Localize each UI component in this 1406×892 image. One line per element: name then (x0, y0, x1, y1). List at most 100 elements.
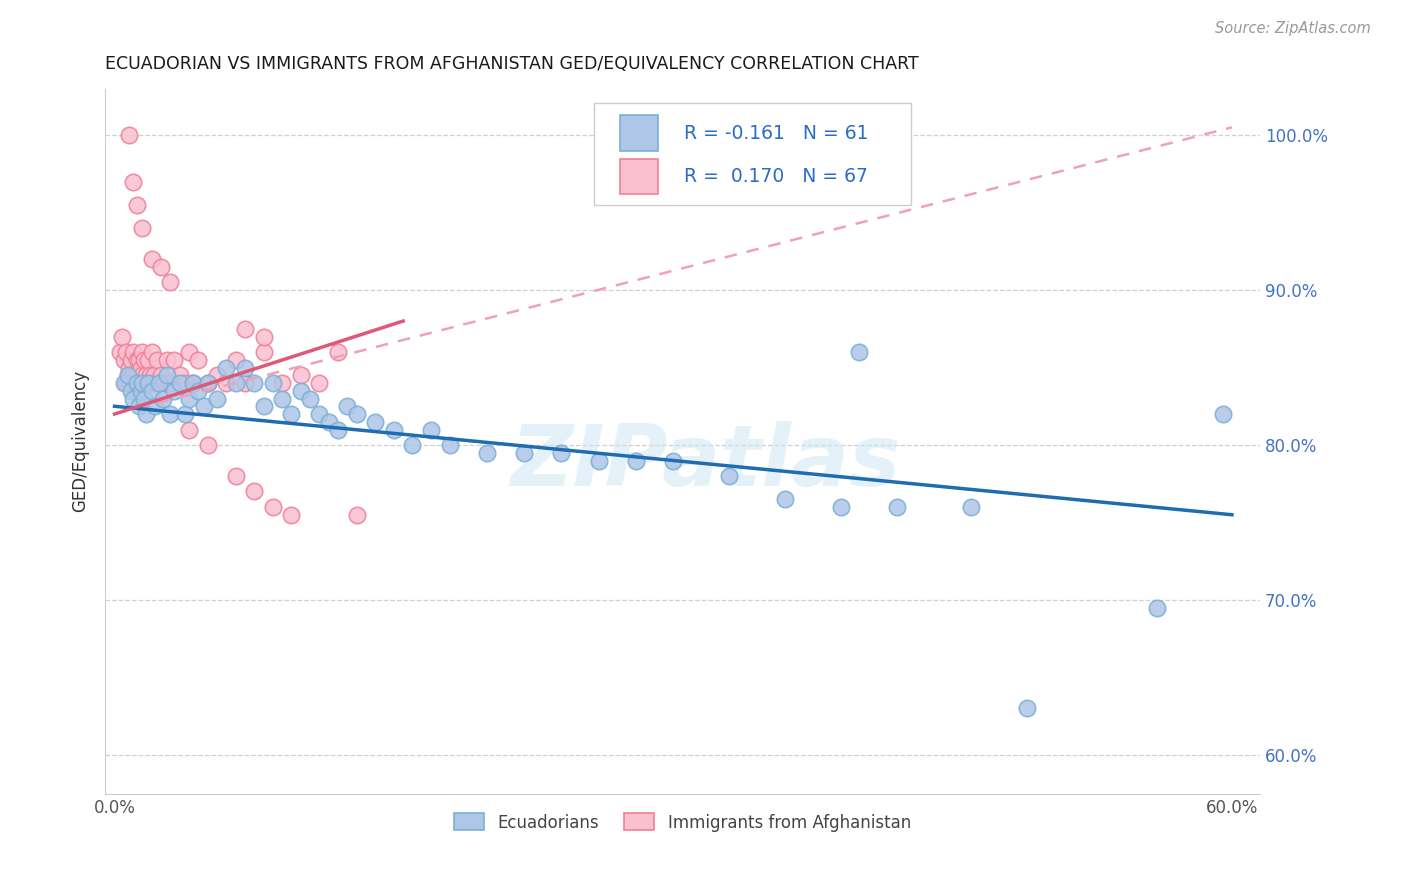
Point (382, 423, 405, 437)
Point (1146, 600, 1168, 615)
Point (252, 345, 274, 359)
Point (135, 407, 157, 421)
Point (117, 368, 139, 383)
Point (205, 368, 228, 383)
Point (346, 508, 368, 522)
Point (114, 345, 136, 359)
FancyBboxPatch shape (593, 103, 911, 205)
Point (262, 500, 284, 514)
Point (177, 345, 200, 359)
Point (125, 368, 148, 383)
Point (225, 376, 247, 390)
Point (225, 352, 247, 367)
Point (215, 376, 238, 390)
Point (181, 376, 204, 390)
Text: ECUADORIAN VS IMMIGRANTS FROM AFGHANISTAN GED/EQUIVALENCY CORRELATION CHART: ECUADORIAN VS IMMIGRANTS FROM AFGHANISTA… (105, 55, 920, 73)
Point (243, 376, 266, 390)
Point (271, 376, 294, 390)
Point (624, 453, 647, 467)
Point (112, 376, 135, 390)
Point (336, 399, 359, 413)
Point (439, 438, 461, 452)
Point (187, 384, 209, 398)
Legend: Ecuadorians, Immigrants from Afghanistan: Ecuadorians, Immigrants from Afghanistan (447, 806, 918, 838)
Point (131, 368, 153, 383)
Point (136, 376, 159, 390)
Point (290, 368, 312, 383)
Point (886, 500, 908, 514)
Point (318, 415, 340, 429)
Point (205, 392, 228, 406)
Point (141, 376, 163, 390)
Point (128, 352, 150, 367)
Point (136, 376, 159, 390)
Text: R =  0.170   N = 67: R = 0.170 N = 67 (683, 167, 868, 186)
FancyBboxPatch shape (620, 159, 658, 194)
Point (280, 407, 302, 421)
Point (145, 376, 167, 390)
Point (252, 329, 274, 343)
Point (134, 376, 156, 390)
Point (830, 500, 852, 514)
Point (401, 438, 423, 452)
Point (252, 399, 274, 413)
Point (169, 376, 191, 390)
Point (326, 345, 349, 359)
Point (174, 407, 197, 421)
Point (197, 438, 219, 452)
Point (139, 368, 162, 383)
Point (156, 352, 179, 367)
Point (163, 384, 186, 398)
Point (308, 407, 330, 421)
FancyBboxPatch shape (620, 115, 658, 151)
Point (475, 446, 498, 460)
Point (118, 376, 141, 390)
Point (174, 376, 197, 390)
Point (124, 376, 146, 390)
Point (117, 368, 139, 383)
Point (135, 368, 157, 383)
Point (129, 360, 152, 375)
Point (346, 407, 368, 421)
Point (152, 376, 174, 390)
Point (128, 376, 150, 390)
Point (177, 392, 200, 406)
Point (145, 399, 167, 413)
Point (134, 352, 156, 367)
Point (129, 384, 152, 398)
Point (364, 415, 387, 429)
Point (122, 368, 145, 383)
Point (1212, 407, 1234, 421)
Point (197, 376, 219, 390)
Point (159, 407, 181, 421)
Point (142, 368, 165, 383)
Point (136, 352, 159, 367)
Point (181, 376, 204, 390)
Point (156, 368, 179, 383)
Point (108, 345, 131, 359)
Point (280, 508, 302, 522)
Point (128, 399, 150, 413)
Point (233, 322, 256, 336)
Point (187, 352, 209, 367)
Point (197, 376, 219, 390)
Point (125, 376, 148, 390)
Point (773, 492, 796, 507)
Point (131, 345, 153, 359)
Point (960, 500, 983, 514)
Point (112, 352, 135, 367)
Point (177, 423, 200, 437)
Point (233, 360, 256, 375)
Point (131, 221, 153, 235)
Point (148, 376, 170, 390)
Point (125, 198, 148, 212)
Text: R = -0.161   N = 61: R = -0.161 N = 61 (683, 123, 868, 143)
Point (159, 275, 181, 289)
Point (225, 469, 247, 483)
Point (588, 453, 610, 467)
Point (1015, 701, 1038, 715)
Point (141, 384, 163, 398)
Point (134, 392, 156, 406)
Point (193, 399, 215, 413)
Point (114, 376, 136, 390)
